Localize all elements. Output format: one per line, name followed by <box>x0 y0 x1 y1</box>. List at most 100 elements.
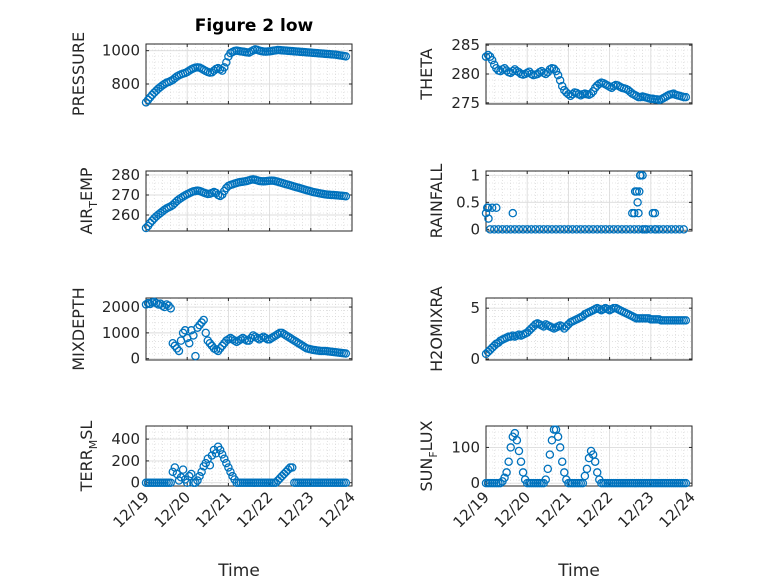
data-series <box>141 175 351 233</box>
data-point <box>671 225 680 234</box>
data-point <box>252 333 262 343</box>
data-point <box>635 187 644 196</box>
data-point <box>504 457 513 466</box>
y-axis-label: SUNFLUX <box>417 420 440 491</box>
data-point <box>601 225 610 234</box>
data-point <box>197 318 206 327</box>
data-point <box>555 225 565 234</box>
y-tick-label: 275 <box>451 94 480 112</box>
data-point <box>518 225 528 234</box>
air-temp-panel: 260 270 280 AIRTEMP <box>77 166 353 235</box>
data-point <box>568 225 577 234</box>
data-point <box>522 225 532 234</box>
data-point <box>185 471 194 481</box>
data-point <box>590 457 600 466</box>
y-tick-label: 280 <box>451 65 480 83</box>
y-axis-label: THETA <box>417 48 436 100</box>
x-axis-label: Time <box>217 561 260 581</box>
data-point <box>650 208 660 218</box>
data-point <box>582 464 592 474</box>
data-point <box>341 478 351 487</box>
data-point <box>246 333 256 343</box>
data-point <box>543 464 553 474</box>
data-point <box>341 52 351 61</box>
data-point <box>516 457 526 466</box>
data-point <box>597 225 606 234</box>
data-point <box>539 225 548 234</box>
data-point <box>226 467 235 477</box>
data-point <box>588 225 598 234</box>
data-point <box>613 225 623 234</box>
data-point <box>141 223 151 233</box>
data-point <box>557 457 567 466</box>
data-point <box>545 450 555 459</box>
data-point <box>541 475 550 484</box>
data-point <box>145 299 155 309</box>
y-tick-label: 100 <box>451 438 480 456</box>
data-point <box>197 467 206 477</box>
y-axis-label: H2OMIXRA <box>427 286 446 372</box>
data-point <box>341 191 351 201</box>
y-axis-label: PRESSURE <box>69 32 88 116</box>
data-point <box>141 98 151 107</box>
data-point <box>143 95 153 105</box>
y-axis-label: MIXDEPTH <box>69 287 88 370</box>
x-axis-label: Time <box>557 561 600 581</box>
data-point <box>592 225 602 234</box>
axes-frame <box>145 170 353 232</box>
data-point <box>572 225 581 234</box>
data-point <box>543 225 553 234</box>
data-point <box>481 208 491 218</box>
y-axis-label: TERRMSL <box>77 421 100 493</box>
data-point <box>633 198 642 207</box>
data-point <box>187 469 196 479</box>
data-point <box>193 323 202 332</box>
data-series <box>141 442 351 487</box>
data-point <box>663 225 672 234</box>
data-point <box>512 436 522 445</box>
data-point <box>201 328 210 338</box>
data-point <box>240 335 250 344</box>
data-point <box>487 203 497 213</box>
data-point <box>667 225 676 234</box>
data-point <box>557 81 567 91</box>
y-tick-label: 0 <box>130 350 140 368</box>
data-point <box>224 335 233 344</box>
data-point <box>191 351 200 361</box>
data-point <box>483 203 493 213</box>
y-tick-label: 285 <box>451 36 480 54</box>
y-tick-label: 5 <box>470 299 480 317</box>
data-point <box>681 478 691 488</box>
data-point <box>527 225 536 234</box>
data-point <box>630 225 639 234</box>
axes-frame <box>145 297 353 361</box>
data-point <box>651 225 660 234</box>
data-point <box>510 225 520 234</box>
y-tick-label: 260 <box>111 206 140 224</box>
data-point <box>576 225 586 234</box>
data-point <box>484 214 493 223</box>
data-point <box>635 171 645 180</box>
data-point <box>164 301 173 310</box>
data-point <box>609 225 618 234</box>
data-point <box>549 64 559 74</box>
y-tick-label: 280 <box>111 166 140 184</box>
data-point <box>625 225 635 234</box>
data-point <box>679 225 689 234</box>
data-point <box>205 338 215 348</box>
data-point <box>213 346 223 356</box>
data-point <box>547 225 557 234</box>
data-point <box>224 463 233 472</box>
rainfall-panel: 0 0.5 1 RAINFALL <box>427 164 693 238</box>
data-point <box>531 225 540 234</box>
sun-flux-panel: 0100SUNFLUX12/1912/2012/2112/2212/2312/2… <box>417 420 699 581</box>
y-tick-label: 400 <box>111 430 140 448</box>
data-point <box>178 465 188 474</box>
data-point <box>222 58 231 67</box>
h2omixra-panel: 0 5 H2OMIXRA <box>427 286 693 372</box>
data-point <box>640 225 649 234</box>
data-point <box>485 225 495 234</box>
data-point <box>632 187 642 196</box>
data-point <box>638 171 647 180</box>
